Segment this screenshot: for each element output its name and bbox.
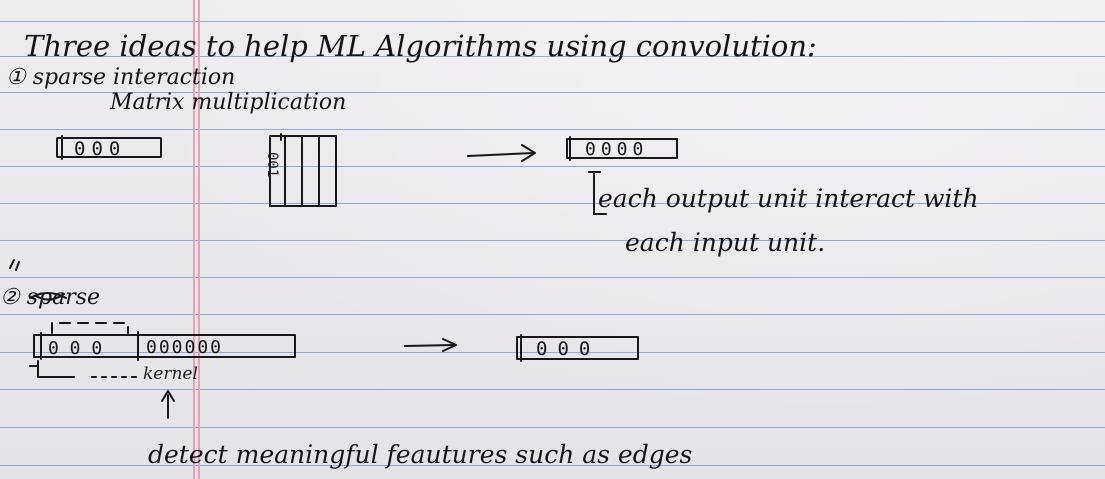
matrix-column-digits: 001 [264, 152, 280, 177]
arrow-up-icon [161, 390, 175, 419]
arrow-right-icon-2 [404, 338, 457, 352]
kernel-bracket-bottom [37, 360, 141, 378]
annotation-each-input: each input unit. [625, 228, 826, 257]
input-vector-digits: 000 [74, 138, 126, 160]
long-input-vector: 0 0 0 000000 [29, 331, 296, 367]
bottom-note: detect meaningful feautures such as edge… [148, 440, 693, 469]
long-input-digits-right: 000000 [146, 337, 223, 358]
annotation-each-output: each output unit interact with [598, 184, 979, 213]
long-input-digits-left: 0 0 0 [48, 338, 102, 359]
short-output-digits: 000 [536, 338, 600, 360]
kernel-bracket-top [51, 322, 129, 334]
arrow-right-icon [467, 144, 536, 162]
sparse-heading: ② sparse [0, 285, 101, 310]
output-vector-box: 0000 [566, 136, 678, 161]
matrix-multiplication-label: Matrix multiplication [110, 90, 347, 115]
sparse-interaction-heading: ① sparse interaction [6, 65, 236, 90]
weight-matrix: 001 [264, 133, 337, 207]
input-vector-box: 000 [56, 135, 162, 160]
output-vector-digits: 0000 [585, 139, 648, 160]
scribble-marks [9, 259, 67, 301]
kernel-label: kernel [143, 364, 198, 384]
annotation-bracket [588, 171, 607, 215]
title-line: Three ideas to help ML Algorithms using … [24, 29, 817, 63]
short-output-vector: 000 [516, 334, 639, 362]
